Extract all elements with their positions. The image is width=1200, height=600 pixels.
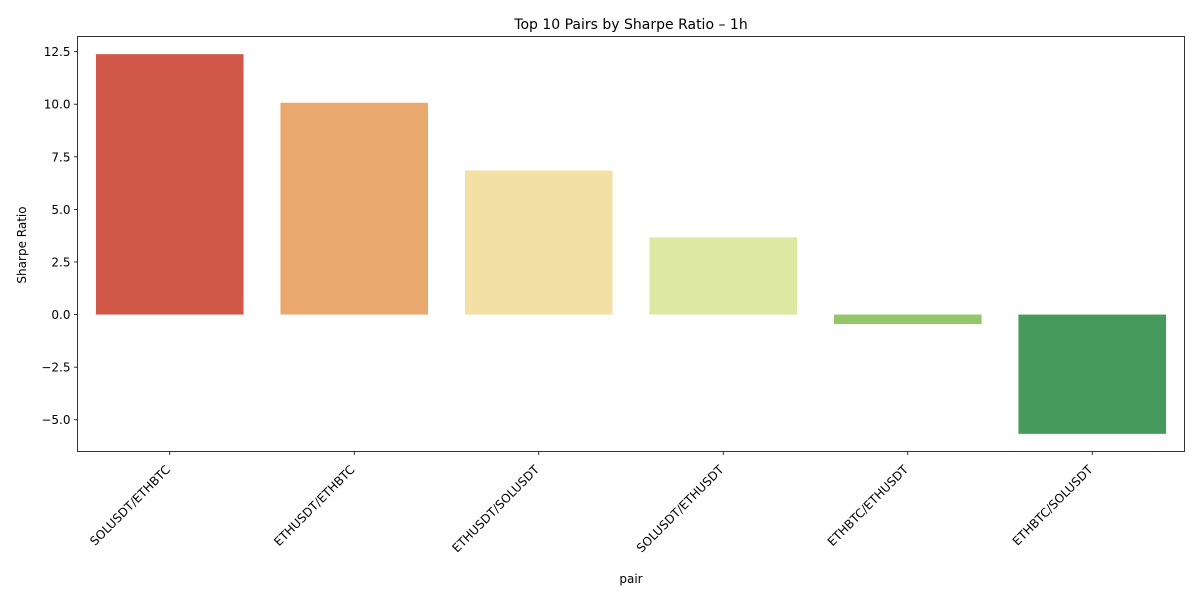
bar-solusdt-ethusdt [649,237,798,315]
x-tick-label: SOLUSDT/ETHBTC [87,463,173,549]
y-tick-label: 0.0 [51,308,70,322]
plot-frame [77,36,1185,452]
bar-ethbtc-ethusdt [833,314,982,325]
bar-ethbtc-solusdt [1018,314,1167,434]
y-tick-label: −5.0 [41,413,70,427]
y-tick-label: 12.5 [44,45,71,59]
y-ticks-group: −5.0 −2.5 0.0 2.5 5.0 7.5 10.0 12.5 [41,45,78,427]
x-tick-label: SOLUSDT/ETHUSDT [634,462,727,555]
chart-title: Top 10 Pairs by Sharpe Ratio – 1h [513,17,747,33]
bars-group [95,54,1167,434]
y-tick-label: 2.5 [51,255,70,269]
y-tick-label: 7.5 [51,150,70,164]
y-axis-label: Sharpe Ratio [15,206,29,283]
x-tick-label: ETHBTC/SOLUSDT [1010,462,1096,548]
bar-ethusdt-ethbtc [280,102,429,315]
x-tick-label: ETHUSDT/SOLUSDT [449,462,542,555]
bar-ethusdt-solusdt [464,170,613,315]
x-axis-label: pair [619,572,642,586]
y-tick-label: 10.0 [44,98,71,112]
y-tick-label: −2.5 [41,361,70,375]
bar-solusdt-ethbtc [95,54,244,315]
y-tick-label: 5.0 [51,203,70,217]
x-tick-label: ETHUSDT/ETHBTC [271,463,357,549]
x-ticks-group: SOLUSDT/ETHBTC ETHUSDT/ETHBTC ETHUSDT/SOLU… [87,451,1096,555]
x-tick-label: ETHBTC/ETHUSDT [825,462,912,549]
